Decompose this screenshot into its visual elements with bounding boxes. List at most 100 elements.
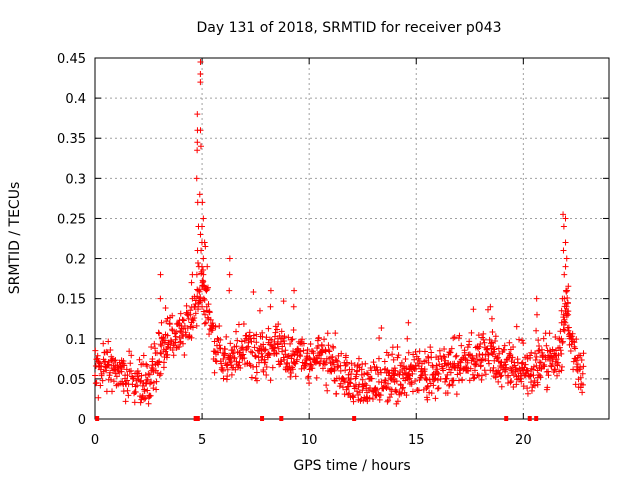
data-point	[229, 350, 236, 357]
data-point	[450, 335, 457, 342]
data-point	[564, 294, 571, 301]
rug-marker	[193, 416, 198, 421]
data-point	[509, 354, 516, 361]
data-point	[368, 375, 375, 382]
data-point	[400, 384, 407, 391]
data-point	[413, 365, 420, 372]
data-point	[191, 315, 198, 322]
data-point	[481, 367, 488, 374]
data-point	[194, 147, 201, 154]
data-point	[434, 377, 441, 384]
data-point	[300, 340, 307, 347]
data-point	[338, 350, 345, 357]
data-point	[240, 321, 247, 328]
data-point	[490, 364, 497, 371]
data-point	[199, 223, 206, 230]
data-point	[157, 271, 164, 278]
data-point	[428, 349, 435, 356]
data-point	[569, 330, 576, 337]
data-point	[197, 59, 204, 66]
data-point	[470, 375, 477, 382]
data-point	[546, 347, 553, 354]
data-point	[346, 390, 353, 397]
data-point	[207, 316, 214, 323]
data-point	[468, 329, 475, 336]
data-point	[284, 359, 291, 366]
data-point	[150, 379, 157, 386]
data-point	[143, 361, 150, 368]
data-point	[478, 372, 485, 379]
data-point	[577, 352, 584, 359]
data-point	[491, 346, 498, 353]
data-point	[573, 336, 580, 343]
data-point	[430, 382, 437, 389]
data-point	[391, 365, 398, 372]
data-point	[180, 340, 187, 347]
data-point	[343, 352, 350, 359]
data-point	[533, 295, 540, 302]
data-point	[128, 367, 135, 374]
data-point	[263, 363, 270, 370]
data-point	[469, 354, 476, 361]
data-point	[446, 382, 453, 389]
data-point	[209, 320, 216, 327]
data-point	[288, 369, 295, 376]
data-point	[169, 312, 176, 319]
data-point	[545, 372, 552, 379]
data-point	[399, 385, 406, 392]
data-point	[416, 348, 423, 355]
data-point	[403, 392, 410, 399]
data-point	[262, 346, 269, 353]
data-point	[477, 362, 484, 369]
data-point	[513, 381, 520, 388]
data-point	[533, 311, 540, 318]
data-point	[103, 388, 110, 395]
data-point	[260, 368, 267, 375]
data-point	[197, 79, 204, 86]
data-point	[126, 348, 133, 355]
data-point	[124, 377, 131, 384]
data-point	[337, 367, 344, 374]
data-point	[309, 365, 316, 372]
data-point	[200, 308, 207, 315]
data-point	[313, 354, 320, 361]
data-point	[565, 283, 572, 290]
y-tick-label: 0.15	[57, 293, 86, 308]
data-point	[194, 260, 201, 267]
data-point	[281, 356, 288, 363]
x-tick-label: 15	[408, 433, 425, 448]
data-point	[507, 379, 514, 386]
data-point	[498, 372, 505, 379]
data-point	[421, 348, 428, 355]
data-point	[327, 366, 334, 373]
data-point	[348, 366, 355, 373]
data-point	[104, 349, 111, 356]
data-point	[418, 372, 425, 379]
data-point	[262, 359, 269, 366]
data-point	[385, 397, 392, 404]
data-point	[157, 349, 164, 356]
data-point	[517, 375, 524, 382]
data-point	[298, 365, 305, 372]
data-point	[131, 399, 138, 406]
data-point	[556, 344, 563, 351]
data-point	[140, 352, 147, 359]
data-point	[280, 298, 287, 305]
data-point	[287, 373, 294, 380]
data-point	[275, 321, 282, 328]
data-point	[271, 333, 278, 340]
data-point	[333, 390, 340, 397]
data-point	[492, 337, 499, 344]
data-point	[567, 347, 574, 354]
y-tick-label: 0.2	[65, 253, 86, 268]
data-point	[204, 284, 211, 291]
data-point	[365, 371, 372, 378]
data-point	[497, 373, 504, 380]
data-point	[156, 330, 163, 337]
data-point	[347, 376, 354, 383]
data-point	[411, 356, 418, 363]
data-point	[362, 360, 369, 367]
data-point	[326, 348, 333, 355]
data-point	[453, 352, 460, 359]
data-point	[558, 319, 565, 326]
